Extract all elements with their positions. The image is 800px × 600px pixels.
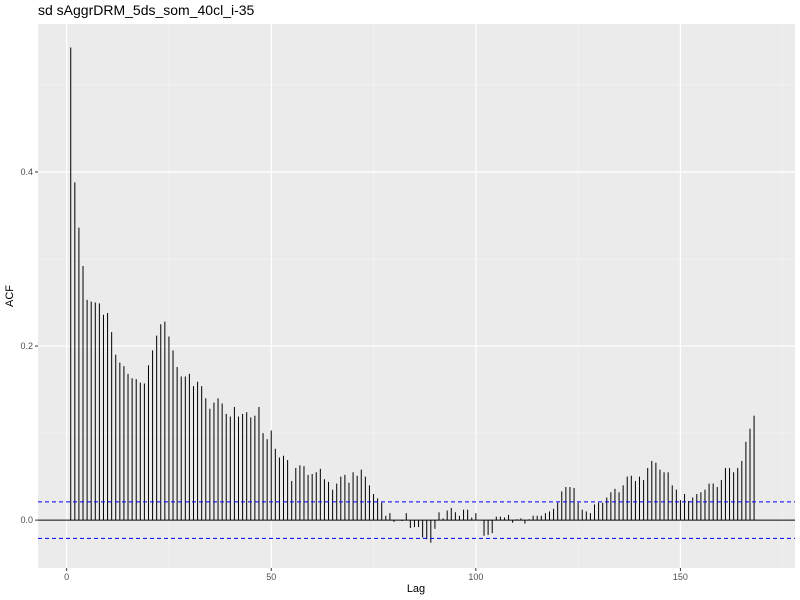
plot-panel bbox=[38, 24, 795, 568]
x-tick-label: 0 bbox=[64, 572, 69, 582]
acf-bars bbox=[70, 47, 755, 543]
y-tick-label: 0.0 bbox=[20, 515, 33, 525]
y-tick-label: 0.2 bbox=[20, 341, 33, 351]
x-tick-label: 50 bbox=[266, 572, 276, 582]
chart-title: sd sAggrDRM_5ds_som_40cl_i-35 bbox=[38, 2, 255, 18]
x-axis-label: Lag bbox=[407, 583, 425, 595]
x-axis-ticks: 0 50 100 150 bbox=[64, 568, 688, 582]
x-tick-label: 100 bbox=[468, 572, 483, 582]
y-axis-label: ACF bbox=[4, 285, 16, 307]
x-tick-label: 150 bbox=[673, 572, 688, 582]
y-axis-ticks: 0.0 0.2 0.4 bbox=[20, 167, 38, 525]
minor-gridlines bbox=[38, 24, 795, 568]
y-tick-label: 0.4 bbox=[20, 167, 33, 177]
